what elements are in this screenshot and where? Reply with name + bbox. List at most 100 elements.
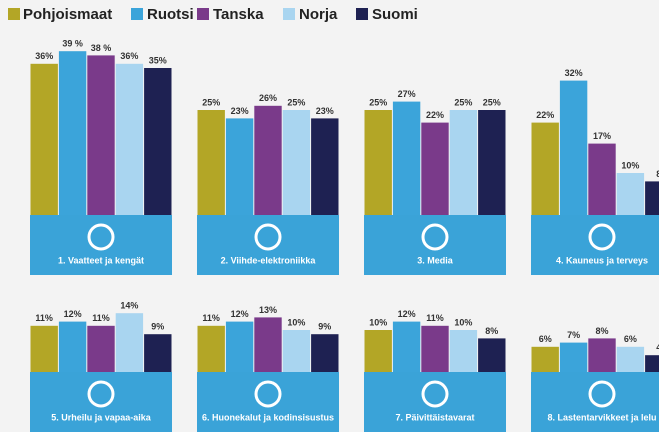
value-label: 8%: [485, 326, 498, 336]
bar: [87, 55, 115, 216]
legend-label: Pohjoismaat: [23, 6, 112, 23]
bar: [144, 68, 172, 215]
legend-label: Tanska: [213, 6, 264, 23]
value-label: 4: [656, 343, 659, 353]
bar: [531, 346, 559, 372]
value-label: 12%: [64, 309, 82, 319]
category-title: 7. Päivittäistavarat: [395, 412, 474, 422]
bar: [115, 313, 144, 372]
category-title: 1. Vaatteet ja kengät: [58, 255, 144, 265]
category-title: 2. Viihde-elektroniikka: [221, 255, 317, 265]
legend-swatch: [356, 8, 368, 20]
category-title: 8. Lastentarvikkeet ja lelu: [547, 412, 656, 422]
value-label: 23%: [231, 106, 249, 116]
value-label: 10%: [454, 317, 472, 327]
legend-swatch: [197, 8, 209, 20]
value-label: 23%: [316, 106, 334, 116]
bar: [588, 143, 616, 215]
icon: [421, 380, 449, 408]
bar: [282, 110, 311, 215]
legend-swatch: [283, 8, 295, 20]
bar: [197, 325, 225, 372]
value-label: 25%: [202, 97, 220, 107]
value-label: 27%: [398, 89, 416, 99]
bar: [144, 334, 172, 372]
bar: [616, 346, 645, 372]
legend-swatch: [131, 8, 143, 20]
bar: [559, 342, 588, 372]
value-label: 25%: [369, 97, 387, 107]
value-label: 22%: [536, 110, 554, 120]
value-label: 6%: [624, 334, 637, 344]
bar: [311, 118, 339, 215]
icon: [588, 380, 616, 408]
legend-label: Ruotsi: [147, 6, 194, 23]
bar: [311, 334, 339, 372]
value-label: 11%: [426, 313, 444, 323]
bar: [588, 338, 616, 372]
value-label: 13%: [259, 305, 277, 315]
icon: [254, 223, 282, 251]
value-label: 8%: [595, 326, 608, 336]
bar: [225, 321, 254, 372]
value-label: 12%: [231, 309, 249, 319]
legend-swatch: [8, 8, 20, 20]
value-label: 36%: [35, 51, 53, 61]
bar: [645, 355, 659, 372]
value-label: 25%: [287, 97, 305, 107]
bar: [254, 105, 282, 215]
bar: [30, 63, 58, 215]
bar: [449, 330, 478, 372]
value-label: 25%: [483, 97, 501, 107]
value-label: 7%: [567, 330, 580, 340]
legend-label: Norja: [299, 6, 338, 23]
category-title: 6. Huonekalut ja kodinsisustus: [202, 412, 334, 422]
value-label: 11%: [35, 313, 53, 323]
value-label: 8: [656, 169, 659, 179]
icon: [87, 380, 115, 408]
value-label: 10%: [621, 160, 639, 170]
icon: [588, 223, 616, 251]
bar: [392, 101, 421, 215]
bar: [58, 51, 87, 216]
legend-label: Suomi: [372, 6, 418, 23]
bar: [225, 118, 254, 215]
value-label: 9%: [151, 322, 164, 332]
value-label: 39 %: [62, 39, 83, 49]
icon: [87, 223, 115, 251]
value-label: 38 %: [91, 43, 112, 53]
bar: [616, 173, 645, 215]
bar: [478, 338, 506, 372]
bar: [197, 110, 225, 215]
value-label: 10%: [369, 317, 387, 327]
value-label: 11%: [92, 313, 110, 323]
bar: [559, 80, 588, 215]
category-title: 3. Media: [417, 255, 454, 265]
category-title: 4. Kauneus ja terveys: [556, 255, 648, 265]
value-label: 9%: [318, 322, 331, 332]
bar: [478, 110, 506, 215]
category-title: 5. Urheilu ja vapaa-aika: [51, 412, 152, 422]
bar: [531, 122, 559, 215]
bar: [30, 325, 58, 372]
bar: [392, 321, 421, 372]
value-label: 32%: [565, 68, 583, 78]
bar: [449, 110, 478, 215]
value-label: 6%: [539, 334, 552, 344]
value-label: 26%: [259, 93, 277, 103]
bar: [58, 321, 87, 372]
bar: [421, 122, 449, 215]
value-label: 22%: [426, 110, 444, 120]
bar: [645, 181, 659, 215]
value-label: 35%: [149, 55, 167, 65]
icon: [421, 223, 449, 251]
bar: [254, 317, 282, 372]
value-label: 10%: [287, 317, 305, 327]
bar: [364, 330, 392, 372]
bar: [87, 325, 115, 372]
icon: [254, 380, 282, 408]
bar: [115, 63, 144, 215]
bar: [421, 325, 449, 372]
value-label: 25%: [454, 97, 472, 107]
